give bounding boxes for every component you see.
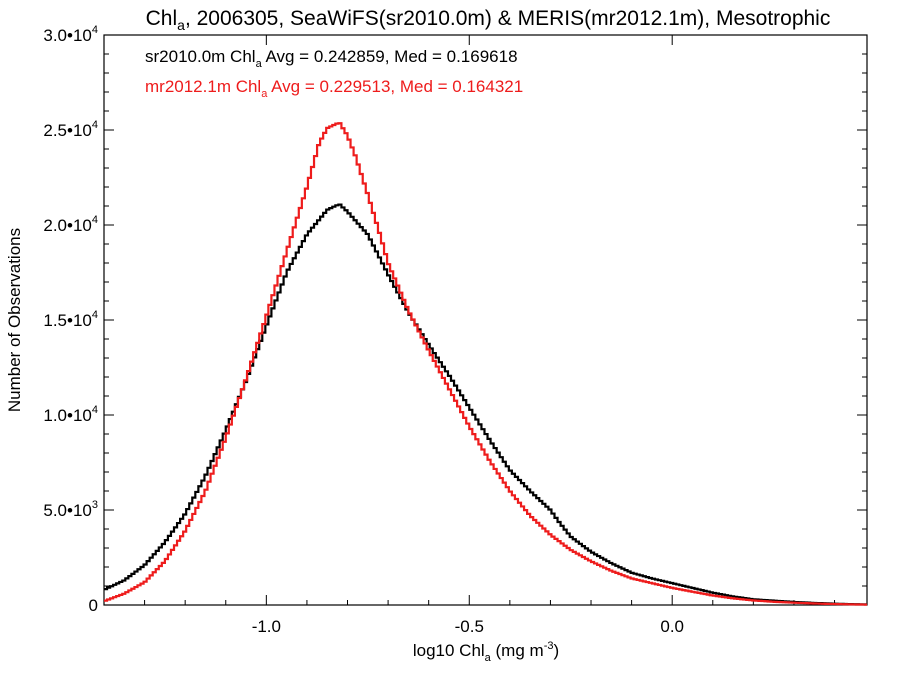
axis-ticks: -1.0 -0.5 0.0 0 5.0•103 1.0•104 1.5•104 2.0•104… bbox=[43, 24, 867, 636]
x-axis-label-pre: log10 Chl bbox=[413, 641, 485, 660]
x-axis-label-subscript: a bbox=[485, 652, 492, 664]
title-main: Chl bbox=[146, 7, 178, 30]
series-layer bbox=[104, 122, 867, 606]
x-tick-label: -0.5 bbox=[455, 617, 484, 636]
y-tick-label: 2.0•104 bbox=[43, 214, 98, 235]
plot-frame bbox=[103, 34, 868, 606]
legend-sr2010: sr2010.0m Chla Avg = 0.242859, Med = 0.1… bbox=[145, 47, 518, 70]
series-line-mr2012.1m bbox=[104, 122, 867, 606]
x-axis-label: log10 Chla (mg m-3) bbox=[413, 640, 559, 664]
x-axis-label-units: (mg m bbox=[491, 641, 544, 660]
y-tick-label: 1.5•104 bbox=[43, 309, 98, 330]
title-main-subscript: a bbox=[177, 17, 185, 33]
chart-title: Chla, 2006305, SeaWiFS(sr2010.0m) & MERI… bbox=[146, 7, 831, 33]
title-rest: , 2006305, SeaWiFS(sr2010.0m) & MERIS(mr… bbox=[185, 7, 830, 30]
legend-sr2010-subscript: a bbox=[256, 58, 263, 70]
x-axis-label-superscript: -3 bbox=[544, 640, 554, 652]
x-tick-label: 0.0 bbox=[660, 617, 684, 636]
legend-mr2012-stats: Avg = 0.229513, Med = 0.164321 bbox=[267, 77, 523, 96]
y-tick-label: 0 bbox=[89, 596, 98, 615]
legend-sr2010-stats: Avg = 0.242859, Med = 0.169618 bbox=[262, 47, 518, 66]
y-axis-label: Number of Observations bbox=[5, 228, 24, 412]
legend-mr2012-label: mr2012.1m Chl bbox=[145, 77, 261, 96]
x-axis-label-post: ) bbox=[553, 641, 559, 660]
legend-mr2012-subscript: a bbox=[261, 88, 268, 100]
x-tick-label: -1.0 bbox=[252, 617, 281, 636]
y-tick-label: 3.0•104 bbox=[43, 24, 98, 45]
legend-mr2012: mr2012.1m Chla Avg = 0.229513, Med = 0.1… bbox=[145, 77, 523, 100]
y-tick-label: 1.0•104 bbox=[43, 404, 98, 425]
series-line-sr2010.0m bbox=[104, 203, 867, 606]
y-tick-label: 2.5•104 bbox=[43, 119, 98, 140]
y-tick-label: 5.0•103 bbox=[43, 499, 98, 520]
legend-sr2010-label: sr2010.0m Chl bbox=[145, 47, 256, 66]
